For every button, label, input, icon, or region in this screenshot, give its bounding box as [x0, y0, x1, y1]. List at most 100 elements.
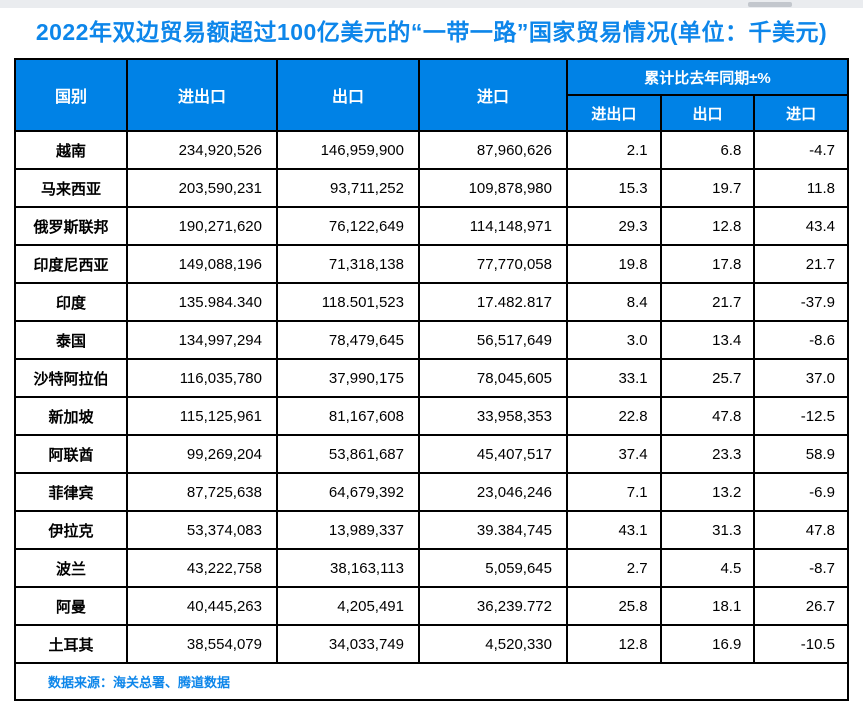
cell-country: 印度尼西亚: [14, 244, 128, 284]
cell-yoy-import-export: 2.1: [566, 130, 662, 170]
table-row: 阿联酋 99,269,204 53,861,687 45,407,517 37.…: [14, 434, 849, 474]
cell-import: 4,520,330: [418, 624, 568, 664]
header-import: 进口: [418, 58, 568, 132]
scrollbar-track[interactable]: [0, 0, 863, 8]
cell-yoy-import-export: 12.8: [566, 624, 662, 664]
table-row: 俄罗斯联邦 190,271,620 76,122,649 114,148,971…: [14, 206, 849, 246]
cell-yoy-import-export: 29.3: [566, 206, 662, 246]
table-row: 伊拉克 53,374,083 13,989,337 39.384,745 43.…: [14, 510, 849, 550]
table-row: 波兰 43,222,758 38,163,113 5,059,645 2.7 4…: [14, 548, 849, 588]
cell-yoy-import: 47.8: [753, 510, 849, 550]
cell-export: 64,679,392: [276, 472, 420, 512]
table-row: 印度 135.984.340 118.501,523 17.482.817 8.…: [14, 282, 849, 322]
cell-yoy-import: 37.0: [753, 358, 849, 398]
table-row: 新加坡 115,125,961 81,167,608 33,958,353 22…: [14, 396, 849, 436]
cell-import-export: 203,590,231: [126, 168, 278, 208]
header-yoy-export: 出口: [659, 94, 756, 132]
cell-import: 33,958,353: [418, 396, 568, 436]
cell-country: 泰国: [14, 320, 128, 360]
page-title: 2022年双边贸易额超过100亿美元的“一带一路”国家贸易情况(单位：千美元): [35, 19, 828, 45]
cell-yoy-import-export: 43.1: [566, 510, 662, 550]
cell-export: 78,479,645: [276, 320, 420, 360]
source-note-row: 数据来源：海关总署、腾道数据: [14, 662, 849, 701]
cell-yoy-export: 13.2: [659, 472, 756, 512]
cell-yoy-import: 26.7: [753, 586, 849, 626]
cell-yoy-import: -8.7: [753, 548, 849, 588]
cell-country: 沙特阿拉伯: [14, 358, 128, 398]
cell-import: 78,045,605: [418, 358, 568, 398]
cell-country: 俄罗斯联邦: [14, 206, 128, 246]
cell-export: 76,122,649: [276, 206, 420, 246]
cell-yoy-export: 12.8: [659, 206, 756, 246]
cell-import-export: 234,920,526: [126, 130, 278, 170]
source-note: 数据来源：海关总署、腾道数据: [14, 662, 849, 701]
cell-yoy-import: -12.5: [753, 396, 849, 436]
cell-yoy-export: 13.4: [659, 320, 756, 360]
cell-yoy-import: -8.6: [753, 320, 849, 360]
cell-import-export: 190,271,620: [126, 206, 278, 246]
cell-country: 菲律宾: [14, 472, 128, 512]
cell-export: 118.501,523: [276, 282, 420, 322]
cell-yoy-import: -10.5: [753, 624, 849, 664]
cell-yoy-export: 21.7: [659, 282, 756, 322]
cell-export: 4,205,491: [276, 586, 420, 626]
cell-country: 伊拉克: [14, 510, 128, 550]
cell-yoy-import: 11.8: [753, 168, 849, 208]
table-row: 马来西亚 203,590,231 93,711,252 109,878,980 …: [14, 168, 849, 208]
scrollbar-thumb[interactable]: [748, 2, 792, 7]
cell-yoy-import-export: 33.1: [566, 358, 662, 398]
cell-yoy-import-export: 7.1: [566, 472, 662, 512]
cell-export: 13,989,337: [276, 510, 420, 550]
cell-country: 马来西亚: [14, 168, 128, 208]
cell-country: 印度: [14, 282, 128, 322]
header-yoy-import-export: 进出口: [566, 94, 662, 132]
cell-export: 81,167,608: [276, 396, 420, 436]
cell-yoy-export: 19.7: [659, 168, 756, 208]
cell-yoy-import: 43.4: [753, 206, 849, 246]
cell-import: 39.384,745: [418, 510, 568, 550]
table-row: 阿曼 40,445,263 4,205,491 36,239.772 25.8 …: [14, 586, 849, 626]
cell-yoy-import-export: 19.8: [566, 244, 662, 284]
cell-import-export: 38,554,079: [126, 624, 278, 664]
table-row: 土耳其 38,554,079 34,033,749 4,520,330 12.8…: [14, 624, 849, 664]
cell-yoy-export: 31.3: [659, 510, 756, 550]
cell-import: 77,770,058: [418, 244, 568, 284]
cell-yoy-import: -4.7: [753, 130, 849, 170]
cell-yoy-export: 18.1: [659, 586, 756, 626]
cell-yoy-import: 58.9: [753, 434, 849, 474]
cell-import: 114,148,971: [418, 206, 568, 246]
cell-yoy-import: -37.9: [753, 282, 849, 322]
cell-import-export: 43,222,758: [126, 548, 278, 588]
cell-country: 波兰: [14, 548, 128, 588]
cell-yoy-export: 6.8: [659, 130, 756, 170]
cell-yoy-export: 47.8: [659, 396, 756, 436]
cell-import-export: 87,725,638: [126, 472, 278, 512]
cell-country: 新加坡: [14, 396, 128, 436]
cell-import-export: 53,374,083: [126, 510, 278, 550]
cell-country: 阿联酋: [14, 434, 128, 474]
cell-export: 146,959,900: [276, 130, 420, 170]
cell-yoy-import-export: 25.8: [566, 586, 662, 626]
header-export: 出口: [276, 58, 420, 132]
cell-yoy-export: 17.8: [659, 244, 756, 284]
table-row: 越南 234,920,526 146,959,900 87,960,626 2.…: [14, 130, 849, 170]
table-row: 泰国 134,997,294 78,479,645 56,517,649 3.0…: [14, 320, 849, 360]
cell-import: 56,517,649: [418, 320, 568, 360]
table-body: 越南 234,920,526 146,959,900 87,960,626 2.…: [14, 130, 849, 664]
cell-yoy-export: 16.9: [659, 624, 756, 664]
cell-country: 阿曼: [14, 586, 128, 626]
cell-yoy-import-export: 8.4: [566, 282, 662, 322]
table-row: 印度尼西亚 149,088,196 71,318,138 77,770,058 …: [14, 244, 849, 284]
trade-table: 国别 进出口 出口 进口 累计比去年同期±% 进出口 出口 进口 越南 234,…: [14, 58, 849, 701]
cell-import: 36,239.772: [418, 586, 568, 626]
cell-import: 45,407,517: [418, 434, 568, 474]
cell-yoy-import-export: 15.3: [566, 168, 662, 208]
header-import-export: 进出口: [126, 58, 278, 132]
cell-yoy-import: -6.9: [753, 472, 849, 512]
header-yoy-group: 累计比去年同期±%: [566, 58, 849, 96]
cell-yoy-import-export: 2.7: [566, 548, 662, 588]
cell-export: 38,163,113: [276, 548, 420, 588]
cell-export: 37,990,175: [276, 358, 420, 398]
cell-import: 23,046,246: [418, 472, 568, 512]
